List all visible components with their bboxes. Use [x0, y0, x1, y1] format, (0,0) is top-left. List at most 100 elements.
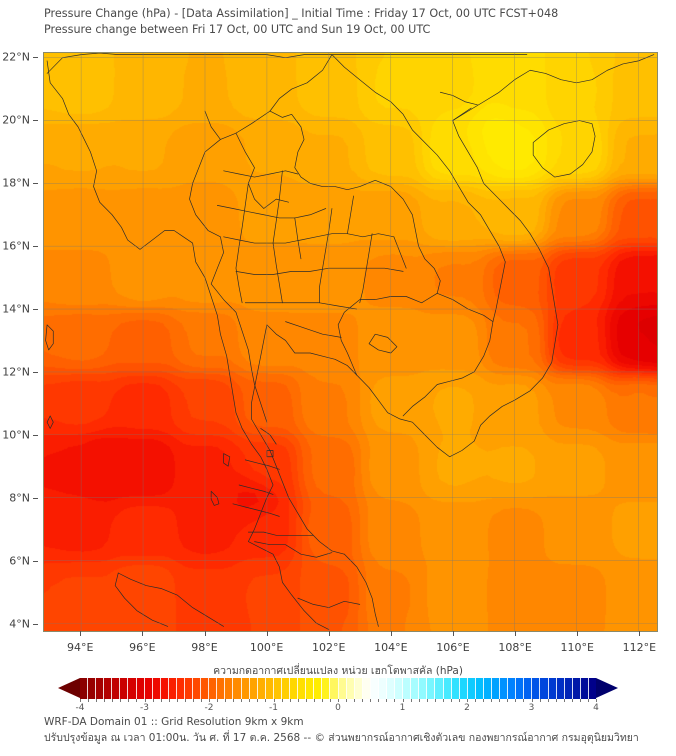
x-tick-mark	[204, 631, 206, 636]
colorbar-minor-tick	[467, 699, 468, 702]
colorbar-segment	[330, 678, 339, 699]
colorbar-minor-tick	[289, 699, 291, 702]
colorbar-segment	[403, 678, 412, 699]
colorbar-segment	[128, 678, 137, 699]
colorbar-minor-tick	[491, 699, 493, 702]
map-plot-area[interactable]	[43, 52, 658, 632]
y-tick-mark	[33, 434, 38, 436]
colorbar-minor-tick	[547, 699, 549, 702]
y-tick-label: 14°N	[2, 302, 30, 316]
colorbar-segment	[386, 678, 396, 699]
colorbar-minor-tick	[394, 699, 396, 702]
colorbar-minor-tick	[152, 699, 154, 702]
x-tick-label: 112°E	[622, 641, 657, 654]
colorbar-segment	[168, 678, 177, 699]
x-tick-label: 98°E	[191, 641, 218, 654]
footer-block: WRF-DA Domain 01 :: Grid Resolution 9km …	[44, 714, 664, 746]
colorbar-segment	[209, 678, 218, 699]
colorbar-tick-label: 2	[464, 703, 470, 713]
colorbar-segment	[362, 678, 371, 699]
colorbar-minor-tick	[329, 699, 331, 702]
colorbar-segment	[257, 678, 266, 699]
colorbar-segment	[516, 678, 525, 699]
y-tick-label: 6°N	[9, 554, 30, 568]
x-tick-mark	[328, 631, 330, 636]
colorbar-minor-tick	[507, 699, 509, 702]
colorbar-segment	[370, 678, 379, 699]
colorbar-segment	[451, 678, 460, 699]
colorbar-tick-label: -3	[140, 703, 149, 713]
colorbar-segment	[443, 678, 452, 699]
colorbar-minor-tick	[321, 699, 323, 702]
x-tick-label: 110°E	[560, 641, 594, 654]
x-tick-mark	[390, 631, 392, 636]
y-tick-mark	[33, 245, 38, 247]
colorbar-minor-tick	[80, 699, 81, 702]
colorbar-segment	[241, 678, 250, 699]
colorbar-tick-label: 1	[399, 703, 406, 713]
colorbar-minor-tick	[225, 699, 227, 702]
colorbar-tick-label: -4	[75, 703, 85, 713]
y-tick-label: 10°N	[2, 428, 30, 442]
colorbar-segment	[475, 678, 484, 699]
colorbar-minor-tick	[257, 699, 259, 702]
colorbar-minor-tick	[305, 699, 307, 702]
colorbar-segment	[435, 678, 444, 699]
colorbar-segment	[80, 678, 89, 699]
colorbar-segment	[144, 678, 153, 699]
y-tick-label: 20°N	[2, 113, 30, 127]
colorbar-minor-tick	[136, 699, 138, 702]
footer-model-info: WRF-DA Domain 01 :: Grid Resolution 9km …	[44, 716, 304, 728]
colorbar-minor-tick	[104, 699, 106, 702]
colorbar-tick-label: 3	[528, 703, 535, 713]
colorbar-tick-label: 0	[335, 703, 341, 713]
x-tick-label: 96°E	[129, 641, 156, 654]
colorbar-segment	[176, 678, 186, 699]
colorbar-minor-tick	[112, 699, 114, 702]
y-tick-label: 12°N	[2, 365, 30, 379]
colorbar-segment	[104, 678, 113, 699]
colorbar-segment	[491, 678, 501, 699]
colorbar-tick-label: -1	[269, 703, 278, 713]
colorbar-minor-tick	[539, 699, 541, 702]
colorbar-segment	[459, 678, 468, 699]
colorbar-max-arrow	[596, 678, 618, 698]
colorbar-segment	[306, 678, 315, 699]
colorbar-minor-tick	[523, 699, 525, 702]
colorbar-minor-tick	[273, 699, 275, 702]
x-tick-label: 108°E	[498, 641, 532, 654]
colorbar-minor-tick	[402, 699, 404, 702]
x-tick-label: 102°E	[312, 641, 346, 654]
colorbar-minor-tick	[192, 699, 194, 702]
map-frame	[43, 52, 658, 632]
colorbar-segment	[427, 678, 436, 699]
y-tick-label: 4°N	[9, 617, 30, 631]
colorbar-minor-tick	[450, 699, 452, 702]
colorbar-minor-tick	[434, 699, 436, 702]
colorbar-segment	[411, 678, 420, 699]
colorbar-minor-tick	[160, 699, 162, 702]
colorbar-minor-tick	[555, 699, 557, 702]
y-tick-mark	[33, 371, 38, 373]
colorbar-segment	[217, 678, 226, 699]
x-tick-mark	[515, 631, 517, 636]
colorbar-minor-tick	[88, 699, 90, 702]
x-tick-label: 94°E	[67, 641, 94, 654]
colorbar-minor-tick	[249, 699, 251, 702]
colorbar-minor-tick	[184, 699, 186, 702]
y-tick-label: 18°N	[2, 176, 30, 190]
footer-credit: ปรับปรุงข้อมูล ณ เวลา 01:00น. วัน ศ. ที่…	[44, 732, 639, 744]
colorbar-minor-tick	[418, 699, 420, 702]
colorbar-segment	[88, 678, 97, 699]
colorbar-segment	[354, 678, 363, 699]
x-tick-label: 104°E	[374, 641, 408, 654]
colorbar-segment	[572, 678, 581, 699]
x-axis: 94°E 96°E 98°E 100°E 102°E 104°E 106°E 108°E 110…	[43, 631, 658, 656]
x-tick-mark	[142, 631, 144, 636]
x-tick-mark	[453, 631, 454, 636]
colorbar-segment	[233, 678, 242, 699]
colorbar-segment	[532, 678, 541, 699]
colorbar[interactable]	[58, 678, 618, 700]
y-tick-mark	[33, 561, 38, 563]
colorbar-minor-tick	[176, 699, 178, 702]
